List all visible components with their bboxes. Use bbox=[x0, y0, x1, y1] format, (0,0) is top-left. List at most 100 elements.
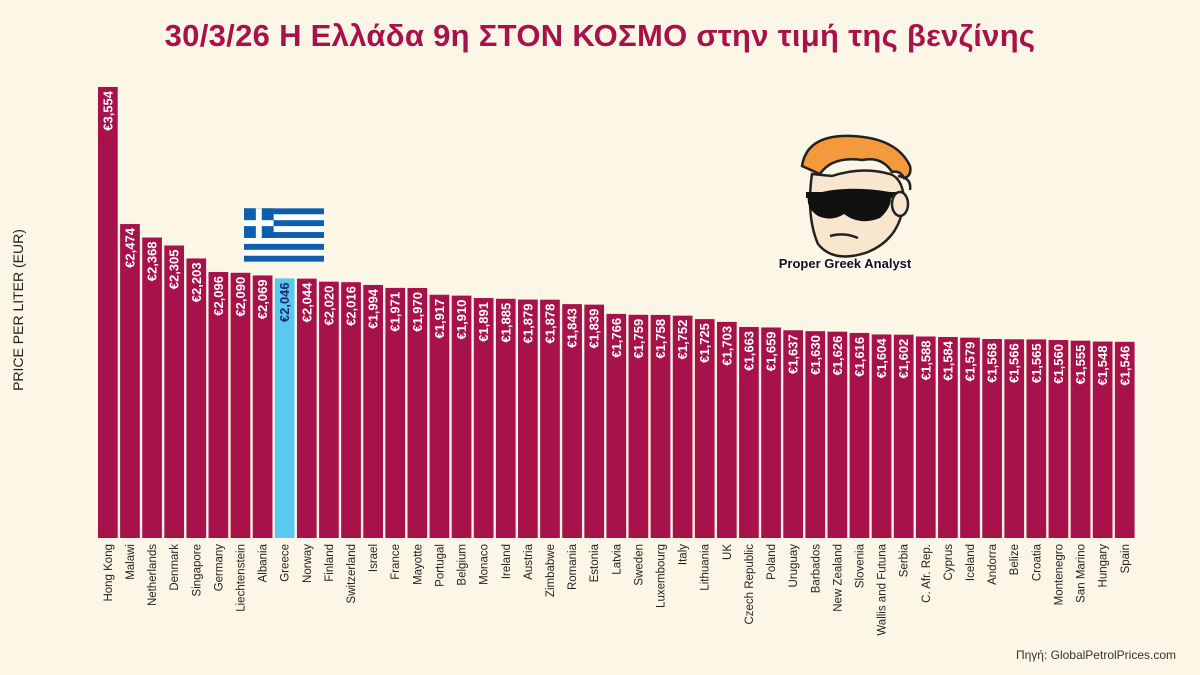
data-label-iceland: €1,579 bbox=[963, 342, 978, 382]
x-tick-norway: Norway bbox=[302, 544, 314, 583]
bar-serbia bbox=[893, 334, 914, 538]
x-tick-estonia: Estonia bbox=[589, 543, 601, 582]
data-label-hungary: €1,548 bbox=[1095, 346, 1110, 386]
data-label-germany: €2,096 bbox=[211, 276, 226, 316]
bar-spain bbox=[1114, 341, 1135, 538]
x-tick-spain: Spain bbox=[1120, 544, 1132, 573]
bar-slovenia bbox=[849, 332, 870, 538]
x-tick-italy: Italy bbox=[678, 544, 690, 565]
bar-belize bbox=[1004, 339, 1025, 538]
data-label-czech-republic: €1,663 bbox=[741, 331, 756, 371]
bar-luxembourg bbox=[650, 314, 671, 538]
bar-switzerland bbox=[341, 282, 361, 538]
x-tick-barbados: Barbados bbox=[810, 544, 822, 593]
x-tick-latvia: Latvia bbox=[611, 543, 623, 574]
x-tick-singapore: Singapore bbox=[191, 544, 203, 596]
data-label-barbados: €1,630 bbox=[808, 335, 823, 375]
x-tick-denmark: Denmark bbox=[169, 544, 181, 591]
data-label-san-marino: €1,555 bbox=[1073, 345, 1088, 385]
bar-ireland bbox=[495, 298, 516, 538]
data-label-hong-kong: €3,554 bbox=[100, 90, 115, 131]
bar-hungary bbox=[1092, 341, 1113, 538]
bar-cyprus bbox=[938, 336, 958, 538]
x-tick-new-zealand: New Zealand bbox=[832, 544, 844, 612]
data-label-cyprus: €1,584 bbox=[940, 340, 955, 381]
x-tick-serbia: Serbia bbox=[899, 543, 911, 577]
x-tick-lithuania: Lithuania bbox=[700, 543, 712, 590]
x-tick-croatia: Croatia bbox=[1031, 543, 1043, 581]
data-label-denmark: €2,305 bbox=[167, 250, 182, 290]
bar-italy bbox=[672, 315, 693, 538]
x-tick-ireland: Ireland bbox=[501, 544, 513, 579]
x-tick-netherlands: Netherlands bbox=[147, 544, 159, 606]
data-label-uk: €1,703 bbox=[719, 326, 734, 366]
x-tick-mayotte: Mayotte bbox=[412, 544, 424, 585]
x-tick-israel: Israel bbox=[368, 544, 380, 572]
bar-croatia bbox=[1026, 339, 1047, 538]
cartoon-face-sunglasses-icon bbox=[800, 134, 912, 258]
bar-austria bbox=[518, 299, 538, 538]
data-label-andorra: €1,568 bbox=[985, 343, 1000, 383]
data-label-spain: €1,546 bbox=[1117, 346, 1132, 386]
greek-flag-icon bbox=[244, 208, 324, 262]
x-tick-montenegro: Montenegro bbox=[1053, 544, 1065, 605]
x-tick-slovenia: Slovenia bbox=[854, 543, 866, 588]
data-label-latvia: €1,766 bbox=[609, 318, 624, 358]
logo-text: Proper Greek Analyst bbox=[778, 256, 912, 271]
data-label-mayotte: €1,970 bbox=[410, 292, 425, 332]
x-tick-liechtenstein: Liechtenstein bbox=[235, 544, 247, 612]
x-tick-zimbabwe: Zimbabwe bbox=[545, 544, 557, 597]
bar-france bbox=[385, 287, 406, 538]
x-tick-belize: Belize bbox=[1009, 544, 1021, 575]
x-tick-san-marino: San Marino bbox=[1076, 544, 1088, 603]
bar-portugal bbox=[429, 294, 450, 538]
bar-denmark bbox=[164, 245, 185, 538]
data-label-montenegro: €1,560 bbox=[1051, 344, 1066, 384]
bar-czech-republic bbox=[739, 326, 759, 538]
x-tick-austria: Austria bbox=[523, 543, 535, 579]
x-tick-uk: UK bbox=[722, 544, 734, 560]
bar-germany bbox=[208, 272, 229, 538]
source-note: Πηγή: GlobalPetrolPrices.com bbox=[1015, 648, 1176, 662]
data-label-wallis-and-futuna: €1,604 bbox=[874, 338, 889, 379]
bar-israel bbox=[363, 284, 383, 538]
data-label-ireland: €1,885 bbox=[498, 303, 513, 343]
bar-singapore bbox=[186, 258, 207, 538]
x-tick-sweden: Sweden bbox=[633, 544, 645, 586]
data-label-singapore: €2,203 bbox=[189, 262, 204, 302]
bar-mayotte bbox=[407, 288, 428, 538]
x-tick-cyprus: Cyprus bbox=[943, 544, 955, 581]
bar-greece bbox=[274, 278, 295, 538]
x-tick-germany: Germany bbox=[213, 544, 225, 592]
x-tick-greece: Greece bbox=[280, 544, 292, 582]
data-label-malawi: €2,474 bbox=[122, 227, 137, 268]
x-tick-luxembourg: Luxembourg bbox=[656, 544, 668, 608]
x-tick-wallis-and-futuna: Wallis and Futuna bbox=[877, 543, 889, 635]
bar-netherlands bbox=[142, 237, 162, 538]
data-label-liechtenstein: €2,090 bbox=[233, 277, 248, 317]
data-label-c-afr-rep: €1,588 bbox=[918, 340, 933, 380]
data-label-monaco: €1,891 bbox=[476, 302, 491, 342]
data-label-france: €1,971 bbox=[388, 292, 403, 332]
x-tick-monaco: Monaco bbox=[479, 544, 491, 585]
bar-albania bbox=[252, 275, 273, 538]
bar-san-marino bbox=[1070, 340, 1091, 538]
data-label-estonia: €1,839 bbox=[587, 309, 602, 349]
x-tick-belgium: Belgium bbox=[457, 544, 469, 586]
data-label-netherlands: €2,368 bbox=[145, 242, 160, 282]
x-tick-uruguay: Uruguay bbox=[788, 544, 800, 588]
x-tick-malawi: Malawi bbox=[125, 544, 137, 580]
data-label-uruguay: €1,637 bbox=[786, 334, 801, 374]
data-label-switzerland: €2,016 bbox=[344, 286, 359, 326]
bar-zimbabwe bbox=[540, 299, 560, 538]
x-tick-czech-republic: Czech Republic bbox=[744, 544, 756, 625]
data-label-serbia: €1,602 bbox=[896, 339, 911, 379]
data-label-belgium: €1,910 bbox=[454, 300, 469, 340]
data-label-luxembourg: €1,758 bbox=[653, 319, 668, 359]
data-label-portugal: €1,917 bbox=[432, 299, 447, 339]
x-tick-c-afr-rep: C. Afr. Rep. bbox=[921, 544, 933, 603]
bar-norway bbox=[296, 278, 317, 538]
data-label-finland: €2,020 bbox=[321, 286, 336, 326]
data-label-israel: €1,994 bbox=[366, 288, 381, 329]
